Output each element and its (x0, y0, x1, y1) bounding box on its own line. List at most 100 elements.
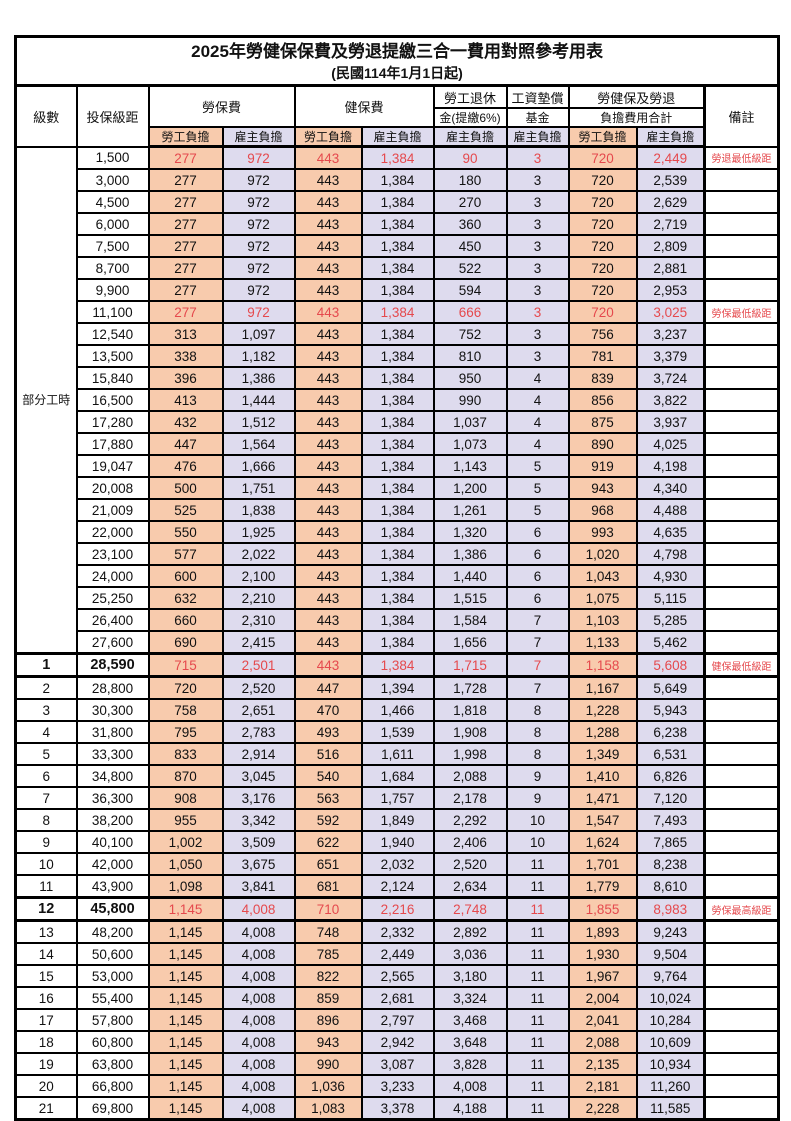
pension-employer-cell: 3,648 (432, 1030, 508, 1054)
wage-fund-employer-cell: 8 (505, 698, 570, 722)
remark-cell (702, 234, 780, 258)
salary-bracket-cell: 9,900 (75, 278, 150, 302)
labor-fee-employer-cell: 4,008 (221, 1096, 296, 1121)
pension-employer-cell: 1,440 (432, 564, 508, 588)
health-fee-employer-cell: 3,233 (360, 1074, 435, 1098)
health-fee-employee-cell: 493 (293, 720, 363, 744)
table-row: 13 48,200 1,145 4,008 748 2,332 2,892 11 1,893 9,… (14, 919, 780, 944)
labor-fee-employee-cell: 277 (147, 212, 224, 236)
health-fee-employee-cell: 443 (293, 256, 363, 280)
labor-fee-employee-cell: 277 (147, 145, 224, 170)
total-employee-cell: 890 (567, 432, 638, 456)
total-employer-cell: 2,881 (635, 256, 706, 280)
health-fee-employee-cell: 443 (293, 520, 363, 544)
labor-fee-employer-cell: 4,008 (221, 964, 296, 988)
labor-fee-employer-cell: 2,210 (221, 586, 296, 610)
total-employer-cell: 8,238 (635, 852, 706, 876)
labor-fee-employer-cell: 972 (221, 278, 296, 302)
wage-fund-employer-cell: 11 (505, 852, 570, 876)
remark-cell (702, 1052, 780, 1076)
table-row: 16,500 413 1,444 443 1,384 990 4 856 3,822 (16, 388, 780, 412)
health-fee-employer-cell: 1,384 (360, 190, 435, 214)
health-fee-employer-cell: 1,384 (360, 366, 435, 390)
health-fee-employer-cell: 1,384 (360, 234, 435, 258)
pension-employer-cell: 522 (432, 256, 508, 280)
remark-cell (702, 454, 780, 478)
total-employer-cell: 9,504 (635, 942, 706, 966)
level-cell: 14 (14, 942, 78, 966)
wage-fund-employer-cell: 11 (505, 1096, 570, 1121)
table-row: 19,047 476 1,666 443 1,384 1,143 5 919 4,198 (16, 454, 780, 478)
health-fee-employee-cell: 443 (293, 212, 363, 236)
health-fee-employer-cell: 1,384 (360, 410, 435, 434)
table-row: 20,008 500 1,751 443 1,384 1,200 5 943 4,340 (16, 476, 780, 500)
table-row: 9 40,100 1,002 3,509 622 1,940 2,406 10 1,624 7,8… (14, 830, 780, 854)
health-fee-employer-cell: 2,124 (360, 874, 435, 899)
pension-employer-cell: 1,200 (432, 476, 508, 500)
pension-employer-cell: 1,320 (432, 520, 508, 544)
pension-employer-cell: 950 (432, 366, 508, 390)
health-fee-employer-cell: 1,384 (360, 520, 435, 544)
labor-fee-employer-cell: 3,509 (221, 830, 296, 854)
labor-fee-employer-cell: 4,008 (221, 1074, 296, 1098)
health-fee-employee-cell: 443 (293, 145, 363, 170)
total-employee-cell: 781 (567, 344, 638, 368)
salary-bracket-cell: 40,100 (75, 830, 150, 854)
remark-cell (702, 764, 780, 788)
wage-fund-employer-cell: 9 (505, 786, 570, 810)
table-row: 8,700 277 972 443 1,384 522 3 720 2,881 (16, 256, 780, 280)
salary-bracket-cell: 66,800 (75, 1074, 150, 1098)
health-fee-employer-cell: 1,466 (360, 698, 435, 722)
remark-cell (702, 698, 780, 722)
pension-employer-cell: 1,908 (432, 720, 508, 744)
total-employer-cell: 9,764 (635, 964, 706, 988)
labor-fee-employer-cell: 3,841 (221, 874, 296, 899)
health-fee-employer-cell: 1,384 (360, 145, 435, 170)
labor-fee-employer-cell: 4,008 (221, 1030, 296, 1054)
health-fee-employee-cell: 447 (293, 675, 363, 700)
health-fee-employee-cell: 443 (293, 366, 363, 390)
salary-bracket-cell: 28,590 (75, 652, 150, 678)
labor-fee-employer-cell: 1,751 (221, 476, 296, 500)
subheader-total-employer: 雇主負擔 (635, 126, 706, 148)
labor-fee-employee-cell: 413 (147, 388, 224, 412)
total-employer-cell: 3,937 (635, 410, 706, 434)
pension-employer-cell: 1,073 (432, 432, 508, 456)
wage-fund-employer-cell: 6 (505, 586, 570, 610)
health-fee-employer-cell: 2,449 (360, 942, 435, 966)
table-row: 7,500 277 972 443 1,384 450 3 720 2,809 (16, 234, 780, 258)
labor-fee-employer-cell: 4,008 (221, 896, 296, 922)
pension-employer-cell: 450 (432, 234, 508, 258)
health-fee-employee-cell: 563 (293, 786, 363, 810)
health-fee-employer-cell: 1,757 (360, 786, 435, 810)
labor-fee-employee-cell: 1,050 (147, 852, 224, 876)
table-row: 15,840 396 1,386 443 1,384 950 4 839 3,724 (16, 366, 780, 390)
page-subtitle: (民國114年1月1日起) (331, 65, 463, 81)
table-row: 17,280 432 1,512 443 1,384 1,037 4 875 3,937 (16, 410, 780, 434)
total-employer-cell: 9,243 (635, 919, 706, 944)
health-fee-employer-cell: 2,216 (360, 896, 435, 922)
salary-bracket-cell: 48,200 (75, 919, 150, 944)
labor-fee-employee-cell: 908 (147, 786, 224, 810)
total-employer-cell: 4,198 (635, 454, 706, 478)
labor-fee-employee-cell: 550 (147, 520, 224, 544)
header-row-2: 金(提繳6%) 基金 負擔費用合計 (16, 107, 779, 128)
health-fee-employee-cell: 443 (293, 454, 363, 478)
table-row: 12,540 313 1,097 443 1,384 752 3 756 3,237 (16, 322, 780, 346)
health-fee-employee-cell: 443 (293, 410, 363, 434)
remark-cell: 勞保最高級距 (702, 896, 780, 922)
health-fee-employee-cell: 943 (293, 1030, 363, 1054)
subheader-health-employee: 勞工負擔 (293, 126, 363, 148)
salary-bracket-cell: 36,300 (75, 786, 150, 810)
labor-fee-employee-cell: 690 (147, 630, 224, 655)
total-employer-cell: 10,024 (635, 986, 706, 1010)
health-fee-employer-cell: 1,384 (360, 168, 435, 192)
level-cell: 15 (14, 964, 78, 988)
health-fee-employee-cell: 443 (293, 608, 363, 632)
health-fee-employee-cell: 785 (293, 942, 363, 966)
total-employer-cell: 4,340 (635, 476, 706, 500)
health-fee-employee-cell: 859 (293, 986, 363, 1010)
wage-fund-employer-cell: 3 (505, 278, 570, 302)
remark-cell (702, 1030, 780, 1054)
wage-fund-employer-cell: 11 (505, 1030, 570, 1054)
